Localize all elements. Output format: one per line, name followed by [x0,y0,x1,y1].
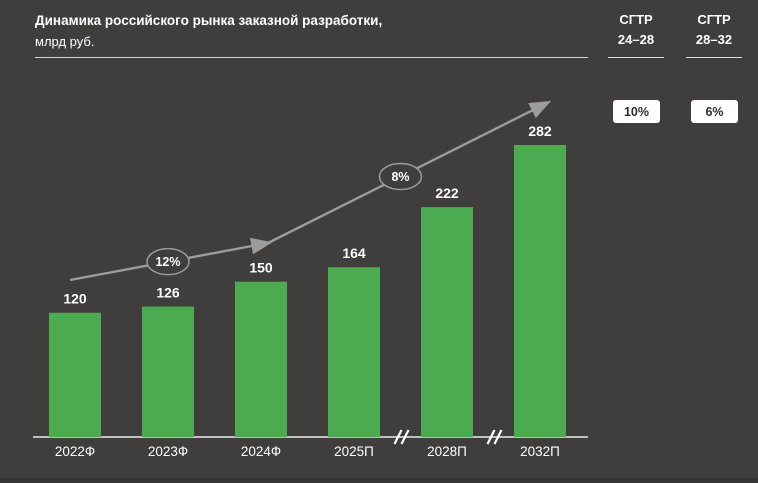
cagr-underline [608,57,664,58]
page-title: Динамика российского рынка заказной разр… [35,13,383,28]
cagr-value-badge-24-28: 10% [613,100,660,123]
category-label: 2024Ф [241,444,281,459]
category-label: 2023Ф [148,444,188,459]
axis-break-mark [393,429,403,445]
cagr-underline [686,57,742,58]
category-label: 2032П [520,444,560,459]
category-label: 2025П [334,444,374,459]
cagr-column-28-32: СГТР 28–32 [685,10,743,50]
axis-break-mark [493,429,503,445]
growth-annotation-ellipse [378,162,423,191]
bar-2025П [328,267,380,437]
bar-2023Ф [142,306,194,437]
bar-value-label: 164 [342,245,366,261]
axis-break-mark [400,429,410,445]
cagr-title: СГТР [697,12,731,27]
growth-annotation-ellipse [146,247,190,276]
header-divider [35,57,588,58]
cagr-range: 24–28 [617,32,655,48]
bar-2024Ф [235,281,287,437]
category-label: 2028П [427,444,467,459]
cagr-value-badge-28-32: 6% [691,100,738,123]
growth-annotation-label: 12% [155,255,180,269]
bar-value-label: 126 [156,285,180,301]
bar-value-label: 222 [435,185,459,201]
axis-break-mark [486,429,496,445]
bar-2032П [514,145,566,437]
bar-value-label: 282 [528,123,552,139]
bar-value-label: 120 [63,291,87,307]
cagr-column-24-28: СГТР 24–28 [607,10,665,50]
page-subtitle: млрд руб. [35,33,95,49]
bar-2028П [421,207,473,437]
bottom-edge [0,478,758,483]
bar-2022Ф [49,312,101,437]
cagr-range: 28–32 [695,32,733,48]
cagr-title: СГТР [619,12,653,27]
growth-annotation-label: 8% [391,170,409,184]
title-block: Динамика российского рынка заказной разр… [35,11,382,51]
category-label: 2022Ф [55,444,95,459]
bar-value-label: 150 [249,260,273,276]
